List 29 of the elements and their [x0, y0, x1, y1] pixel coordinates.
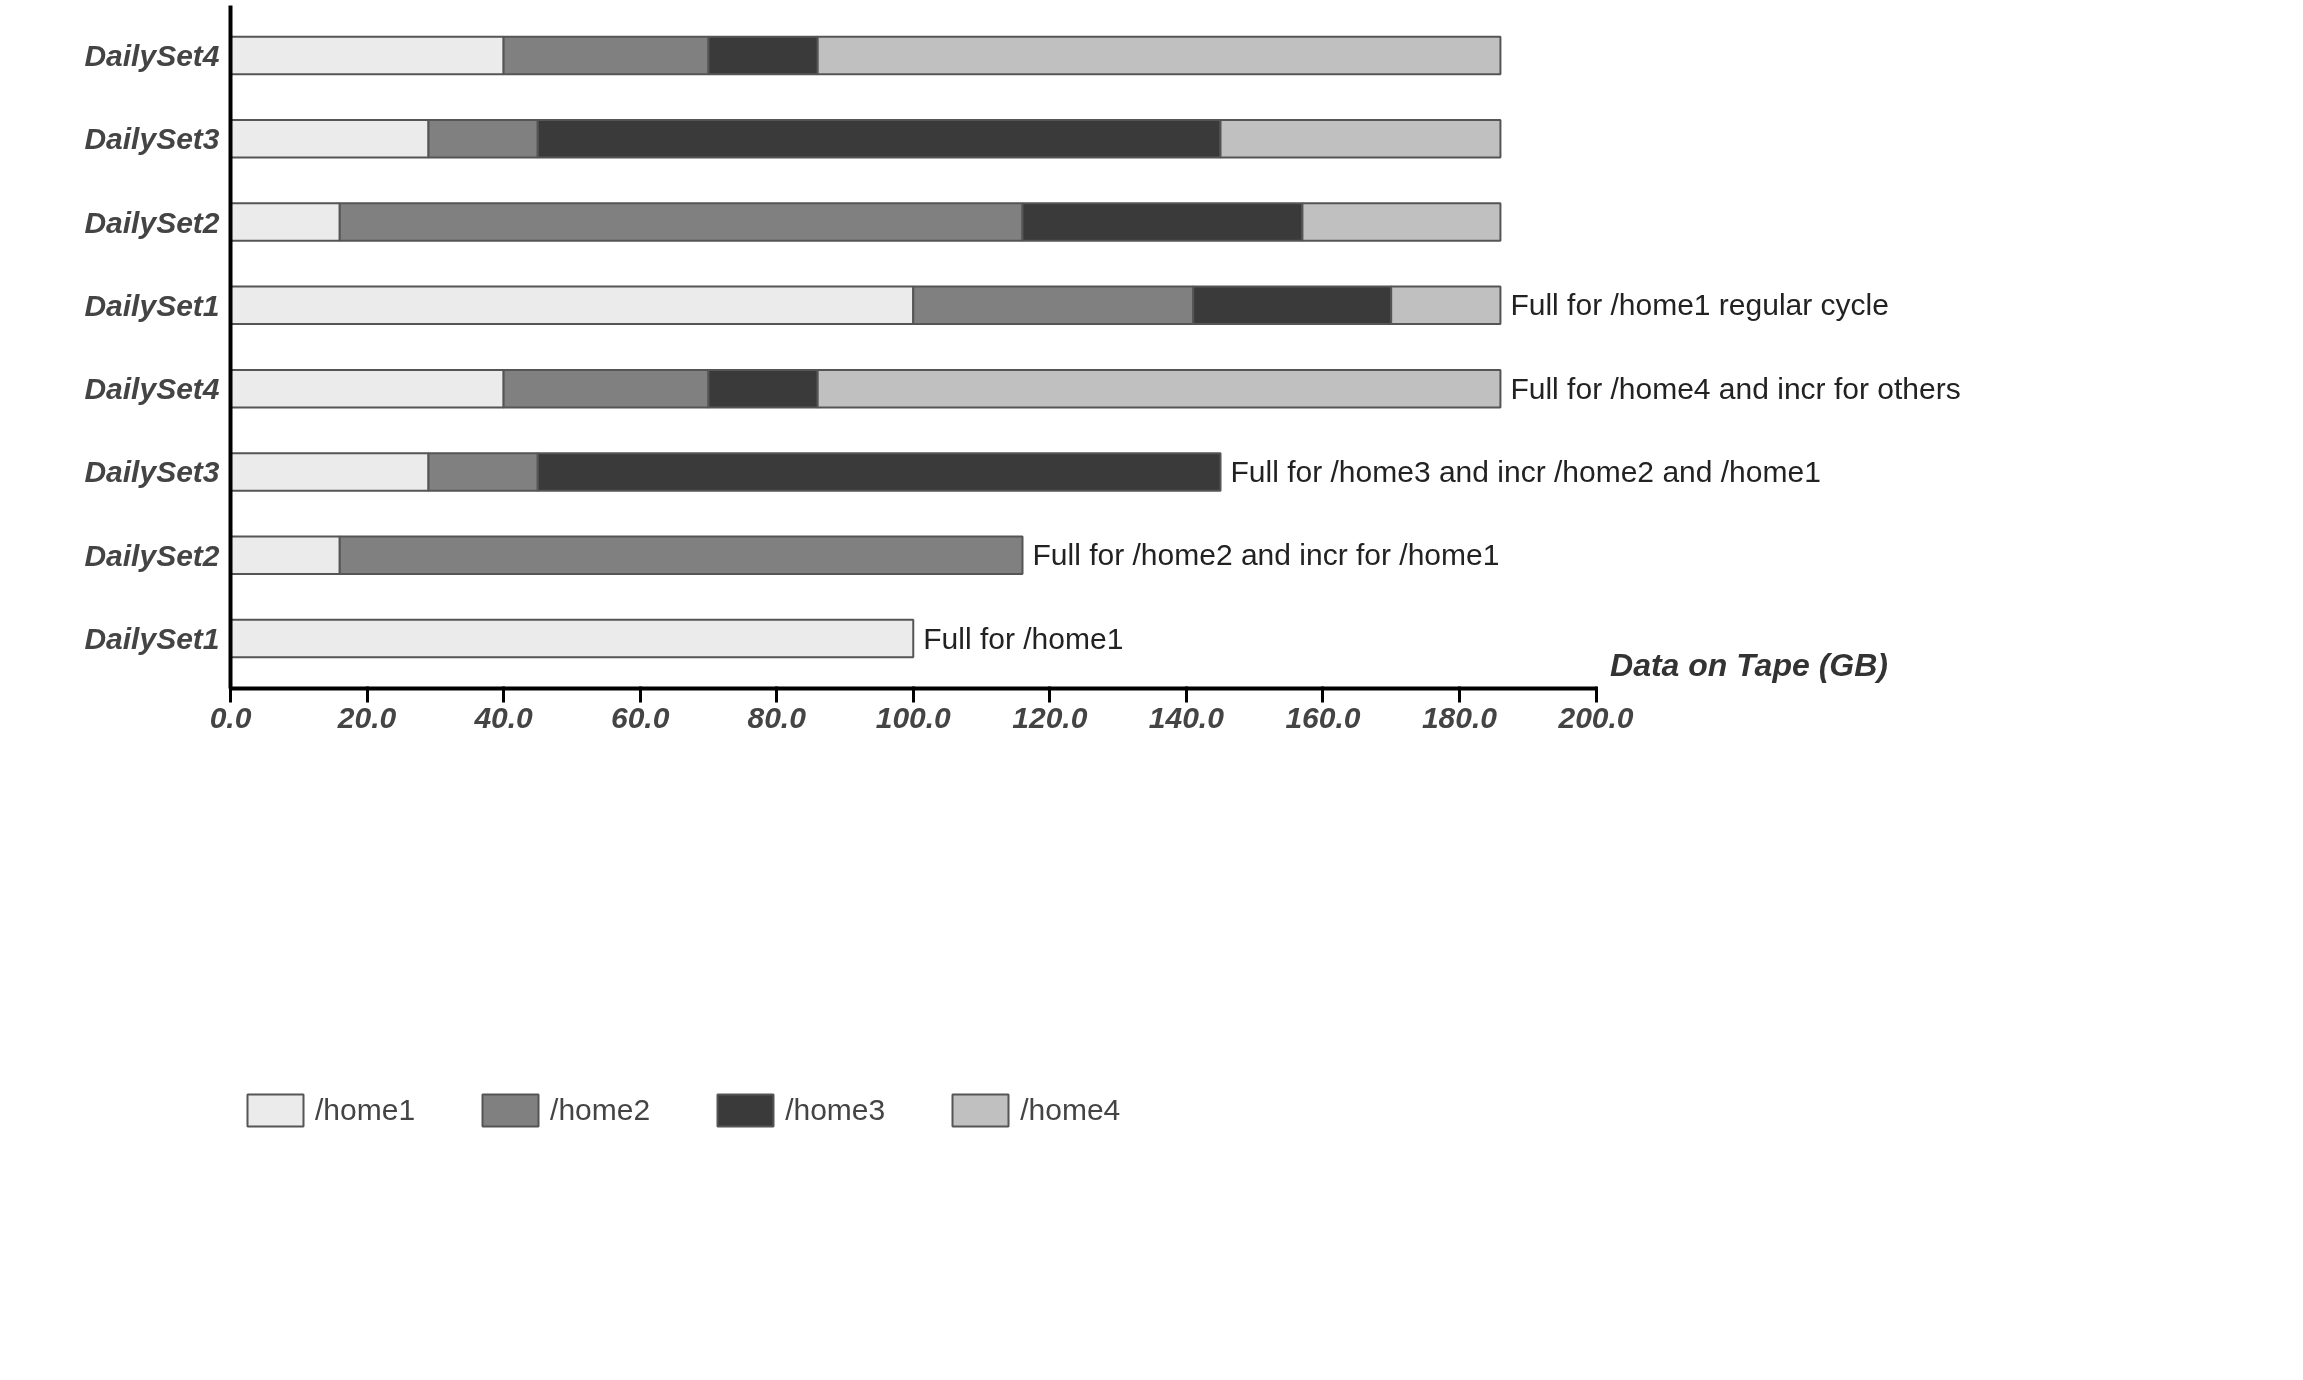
annotation: Full for /home2 and incr for /home1 [1032, 538, 1500, 572]
y-tick-label: DailySet3 [84, 122, 220, 156]
y-tick-label: DailySet2 [84, 205, 220, 239]
y-tick-label: DailySet1 [84, 622, 220, 656]
x-tick-label: 20.0 [336, 700, 397, 734]
x-tick-label: 0.0 [209, 700, 252, 734]
y-tick-label: DailySet3 [84, 455, 220, 489]
y-tick-label: DailySet4 [84, 38, 220, 72]
x-tick-label: 120.0 [1012, 700, 1088, 734]
annotation: Full for /home4 and incr for others [1510, 371, 1961, 405]
x-tick-label: 100.0 [875, 700, 952, 734]
legend-label: /home2 [550, 1093, 651, 1127]
y-tick-label: DailySet2 [84, 538, 220, 572]
x-tick-label: 200.0 [1557, 700, 1634, 734]
legend-label: /home3 [785, 1093, 886, 1127]
x-axis-title: Data on Tape (GB) [1610, 646, 1888, 683]
x-tick-label: 40.0 [473, 700, 534, 734]
x-tick-label: 140.0 [1148, 700, 1225, 734]
legend-label: /home1 [315, 1093, 416, 1127]
annotation: Full for /home3 and incr /home2 and /home1 [1230, 454, 1821, 488]
x-tick-label: 60.0 [610, 700, 670, 734]
annotation: Full for /home1 regular cycle [1510, 288, 1889, 322]
annotation: Full for /home1 [923, 621, 1124, 655]
legend-label: /home4 [1020, 1093, 1121, 1127]
x-tick-label: 180.0 [1421, 700, 1498, 734]
y-tick-label: DailySet1 [84, 288, 220, 322]
x-tick-label: 80.0 [747, 700, 807, 734]
y-tick-label: DailySet4 [84, 372, 220, 406]
x-tick-label: 160.0 [1285, 700, 1361, 734]
